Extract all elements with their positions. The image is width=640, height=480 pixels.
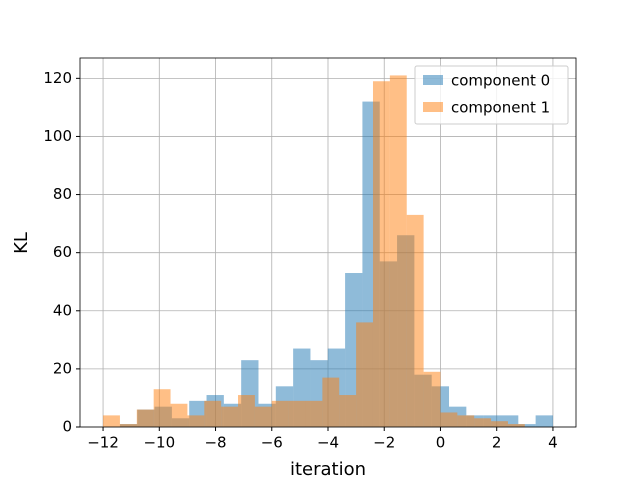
bar (119, 424, 137, 427)
bar (423, 371, 441, 427)
legend-label: component 1 (451, 99, 550, 117)
legend-box (414, 65, 569, 125)
bar (491, 421, 508, 427)
bar (187, 415, 205, 427)
bar (389, 75, 407, 427)
bar (339, 395, 357, 427)
bar (103, 415, 120, 427)
y-tick-label: 60 (53, 243, 72, 261)
y-tick-label: 120 (43, 69, 72, 87)
y-tick-label: 80 (53, 185, 72, 203)
y-tick-label: 0 (62, 418, 72, 436)
bar (238, 395, 255, 427)
y-tick-label: 100 (43, 127, 72, 145)
x-axis-label: iteration (290, 459, 366, 480)
bar (474, 418, 492, 427)
bar (507, 424, 525, 427)
legend-label: component 0 (451, 72, 550, 90)
bar (356, 322, 373, 427)
x-tick-label: −12 (87, 434, 119, 452)
legend-swatch (423, 75, 443, 85)
bar (170, 403, 188, 427)
x-tick-label: −4 (317, 434, 339, 452)
legend-swatch (423, 102, 443, 112)
x-tick-label: 2 (492, 434, 502, 452)
bar (518, 424, 536, 427)
bar (440, 412, 458, 427)
plot-frame (79, 57, 577, 428)
bar (457, 415, 475, 427)
y-axis-label: KL (11, 232, 32, 254)
y-tick-label: 20 (53, 359, 72, 377)
x-tick-label: −8 (204, 434, 226, 452)
x-tick-label: 4 (548, 434, 558, 452)
bar (372, 81, 390, 428)
x-tick-label: 0 (436, 434, 446, 452)
bar (136, 409, 154, 427)
bar (254, 406, 272, 427)
bar (322, 377, 340, 427)
bar (305, 400, 323, 427)
y-tick-label: 40 (53, 301, 72, 319)
x-tick-label: −2 (373, 434, 395, 452)
bar (271, 400, 289, 427)
legend: component 0 component 1 (414, 65, 569, 125)
bar (406, 214, 424, 427)
bar (500, 415, 519, 427)
bar (535, 415, 553, 427)
x-tick-label: −6 (261, 434, 283, 452)
x-tick-label: −10 (143, 434, 175, 452)
bar (288, 400, 306, 427)
bar (204, 400, 222, 427)
bar (221, 406, 239, 427)
bar (153, 389, 171, 427)
